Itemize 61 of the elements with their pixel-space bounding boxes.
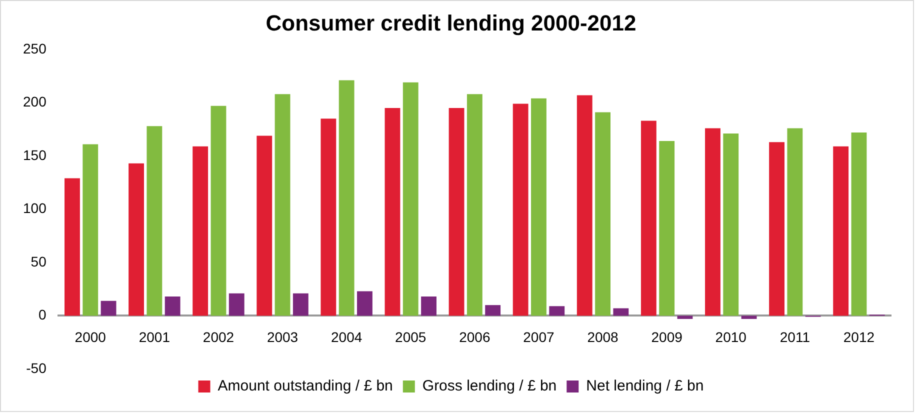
x-tick-label: 2012 (843, 328, 875, 345)
bar (292, 293, 308, 316)
bar (512, 104, 528, 316)
x-tick-label: 2000 (74, 328, 106, 345)
x-tick-label: 2008 (587, 328, 619, 345)
bar (274, 94, 290, 316)
bar (146, 126, 162, 316)
y-tick-label: 250 (23, 40, 47, 56)
bar (164, 296, 180, 316)
bar (549, 306, 565, 316)
x-tick-label: 2003 (266, 328, 298, 345)
bar (705, 128, 720, 316)
bar (448, 108, 464, 316)
bar (421, 296, 436, 316)
x-tick-label: 2009 (651, 328, 683, 345)
y-tick-label: 100 (23, 200, 47, 216)
bar (769, 142, 784, 316)
bar (402, 82, 418, 316)
bar (357, 291, 372, 316)
bar (210, 106, 226, 316)
bar (595, 112, 610, 316)
bar (723, 134, 739, 316)
bar (384, 108, 400, 316)
y-tick-label: 0 (38, 306, 47, 323)
bar (100, 300, 116, 316)
y-tick-label: 50 (30, 253, 47, 270)
bar (320, 118, 336, 316)
bar (466, 94, 482, 316)
bar (192, 146, 208, 316)
bar (64, 178, 80, 316)
bar (338, 80, 354, 316)
x-tick-label: 2005 (395, 328, 426, 345)
x-tick-label: 2007 (523, 328, 555, 345)
bar (531, 98, 546, 316)
x-tick-label: 2010 (715, 328, 747, 345)
bar (128, 163, 144, 316)
y-tick-label: -50 (26, 360, 47, 376)
legend-label: Gross lending / £ bn (422, 378, 557, 395)
bar (741, 316, 757, 319)
y-tick-label: 200 (23, 94, 47, 110)
bar (833, 146, 849, 316)
legend-label: Net lending / £ bn (586, 378, 704, 395)
bar (640, 120, 656, 316)
x-tick-label: 2006 (459, 328, 490, 345)
chart-title: Consumer credit lending 2000-2012 (266, 10, 636, 36)
x-tick-label: 2011 (780, 328, 810, 345)
x-tick-label: 2002 (202, 328, 234, 345)
legend-label: Amount outstanding / £ bn (218, 378, 393, 395)
bar (677, 316, 693, 319)
bar (256, 136, 272, 316)
bar (851, 132, 867, 316)
bar (485, 305, 501, 316)
bar (659, 141, 675, 316)
bar (613, 308, 629, 316)
y-tick-label: 150 (23, 146, 47, 163)
x-tick-label: 2001 (138, 328, 170, 345)
bar (787, 128, 803, 316)
bar (228, 293, 244, 316)
bar (576, 95, 592, 316)
x-tick-label: 2004 (331, 328, 362, 345)
bar (82, 144, 98, 316)
